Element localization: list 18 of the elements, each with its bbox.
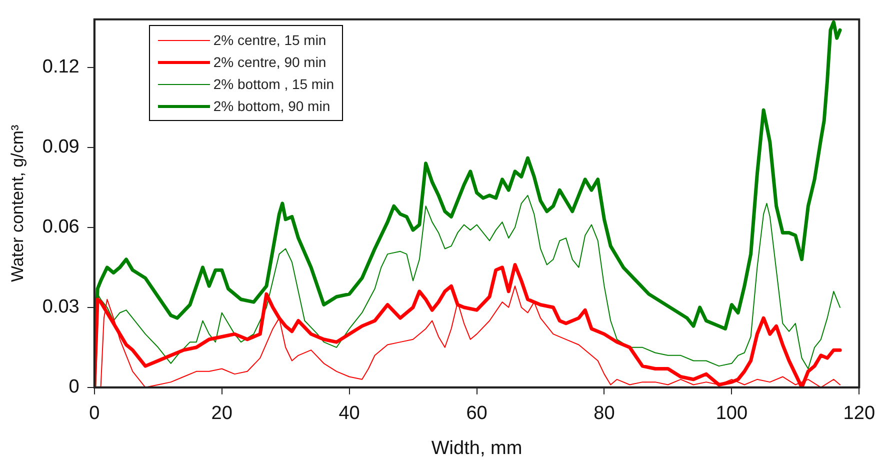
y-tick-label: 0.06	[42, 216, 80, 238]
x-tick-label: 60	[466, 403, 488, 424]
y-axis-title: Water content, g/cm³	[8, 124, 27, 282]
legend-label: 2% bottom , 15 min	[213, 76, 334, 92]
x-tick-label: 120	[843, 403, 875, 424]
y-tick-label: 0.12	[42, 56, 80, 78]
legend-label: 2% centre, 15 min	[213, 32, 326, 48]
y-tick-label: 0.09	[42, 136, 80, 158]
y-tick-label: 0	[68, 376, 80, 398]
x-tick-label: 80	[594, 403, 615, 424]
x-tick-label: 20	[211, 403, 232, 424]
legend-label: 2% bottom, 90 min	[213, 98, 330, 114]
x-tick-label: 0	[89, 403, 100, 424]
legend-label: 2% centre, 90 min	[213, 54, 326, 70]
x-tick-label: 100	[716, 403, 748, 424]
x-axis-title: Width, mm	[431, 438, 522, 459]
x-tick-label: 40	[338, 403, 360, 424]
y-tick-label: 0.03	[42, 296, 80, 318]
